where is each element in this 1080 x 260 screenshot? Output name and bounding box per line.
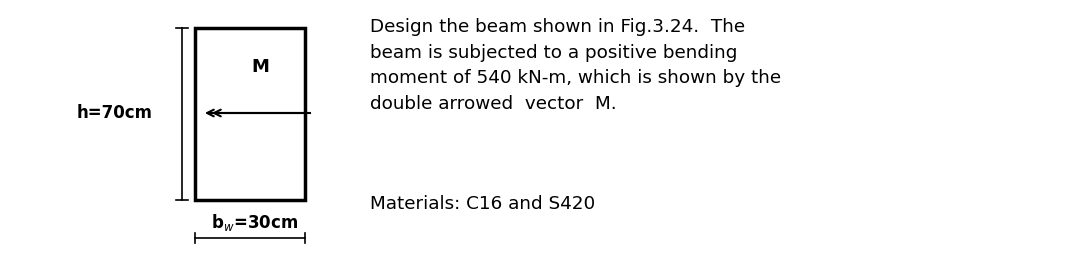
Text: b$_w$=30cm: b$_w$=30cm (212, 212, 298, 233)
Text: Design the beam shown in Fig.3.24.  The
beam is subjected to a positive bending
: Design the beam shown in Fig.3.24. The b… (370, 18, 781, 113)
Text: Materials: C16 and S420: Materials: C16 and S420 (370, 195, 595, 213)
Text: h=70cm: h=70cm (77, 104, 153, 122)
Bar (195, 28, 305, 200)
Text: M: M (251, 58, 269, 76)
